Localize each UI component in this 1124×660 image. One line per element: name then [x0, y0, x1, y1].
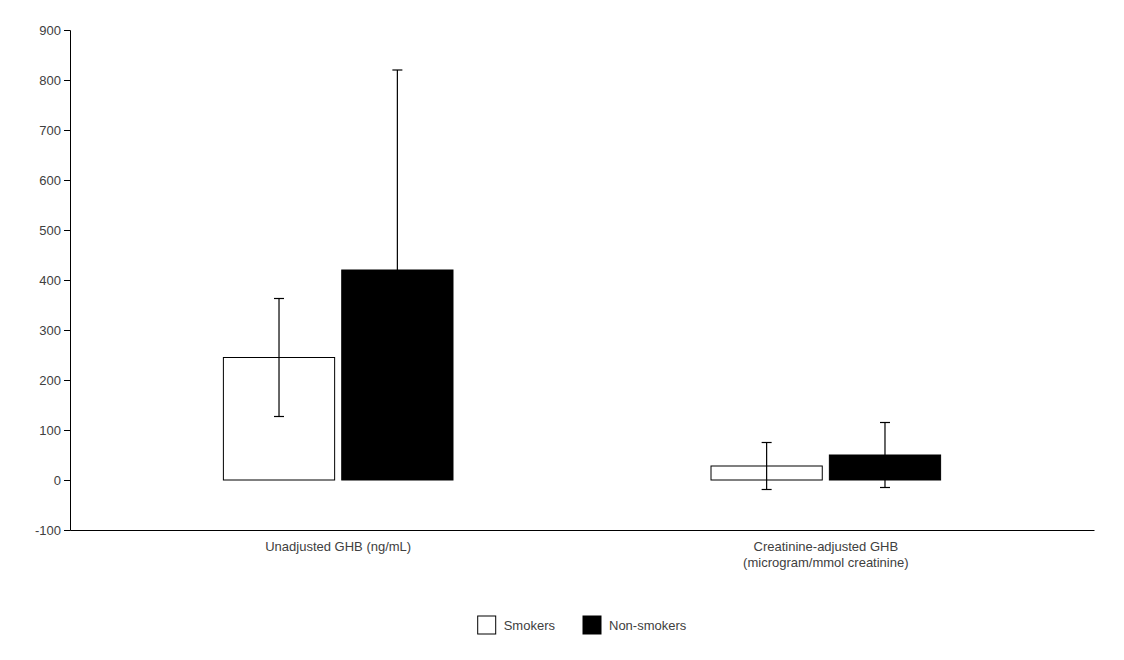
- y-tick: 500: [39, 223, 70, 238]
- y-tick-label: 300: [39, 323, 61, 338]
- x-tick-label-line: Unadjusted GHB (ng/mL): [265, 539, 411, 554]
- legend-label: Non-smokers: [609, 618, 687, 633]
- y-tick: 300: [39, 323, 70, 338]
- error-bar-cap: [762, 442, 772, 443]
- legend-item: Smokers: [478, 616, 556, 634]
- x-tick-label: Unadjusted GHB (ng/mL): [265, 539, 411, 554]
- y-axis: -100 0 100 200 300 400 500 600 700 800 900: [35, 23, 71, 538]
- y-tick: 700: [39, 123, 70, 138]
- y-tick-label: 100: [39, 423, 61, 438]
- error-bar-cap: [274, 416, 284, 417]
- legend: Smokers Non-smokers: [478, 616, 687, 634]
- y-tick-mark: [64, 80, 70, 81]
- y-tick-label: 900: [39, 23, 61, 38]
- y-tick: 800: [39, 73, 70, 88]
- y-tick-label: 200: [39, 373, 61, 388]
- error-bar-cap: [392, 69, 402, 70]
- y-tick-label: 500: [39, 223, 61, 238]
- y-tick: 400: [39, 273, 70, 288]
- marks: [223, 70, 940, 490]
- series: [342, 70, 941, 488]
- error-bar: [392, 70, 402, 470]
- y-tick: -100: [35, 523, 70, 538]
- y-tick-mark: [64, 280, 70, 281]
- y-tick-label: -100: [35, 523, 61, 538]
- y-tick-mark: [64, 180, 70, 181]
- y-tick-label: 800: [39, 73, 61, 88]
- error-bar-cap: [762, 489, 772, 490]
- y-tick: 200: [39, 373, 70, 388]
- y-tick-mark: [64, 380, 70, 381]
- legend-item: Non-smokers: [583, 616, 687, 634]
- legend-label: Smokers: [504, 618, 556, 633]
- y-tick: 600: [39, 173, 70, 188]
- y-tick-label: 700: [39, 123, 61, 138]
- y-tick-mark: [64, 480, 70, 481]
- error-bar: [880, 423, 890, 488]
- x-tick: Creatinine-adjusted GHB(microgram/mmol c…: [743, 530, 908, 570]
- error-bar-cap: [274, 298, 284, 299]
- plot: -100 0 100 200 300 400 500 600 700 800 900 Unadjust…: [35, 23, 1095, 570]
- error-bar-line: [884, 423, 885, 488]
- series: [223, 299, 822, 490]
- chart: -100 0 100 200 300 400 500 600 700 800 900 Unadjust…: [0, 0, 1124, 660]
- x-tick-label-line: (microgram/mmol creatinine): [743, 555, 908, 570]
- y-tick: 0: [54, 473, 70, 488]
- y-tick-label: 600: [39, 173, 61, 188]
- x-tick: Unadjusted GHB (ng/mL): [265, 530, 411, 554]
- y-tick-label: 400: [39, 273, 61, 288]
- x-axis-line: [71, 530, 1095, 531]
- y-axis-line: [64, 31, 71, 531]
- error-bar-line: [766, 443, 767, 490]
- y-tick-label: 0: [54, 473, 61, 488]
- error-bar-cap: [392, 469, 402, 470]
- y-tick-mark: [64, 130, 70, 131]
- x-axis: Unadjusted GHB (ng/mL) Creatinine-adjuste…: [71, 530, 1095, 570]
- y-tick-mark: [64, 530, 70, 531]
- legend-swatch: [583, 616, 601, 634]
- x-tick-label: Creatinine-adjusted GHB(microgram/mmol c…: [743, 539, 908, 570]
- y-tick-mark: [64, 230, 70, 231]
- x-tick-label-line: Creatinine-adjusted GHB: [754, 539, 899, 554]
- y-tick: 900: [39, 23, 70, 38]
- error-bar-line: [278, 299, 279, 417]
- error-bar-cap: [880, 422, 890, 423]
- y-tick: 100: [39, 423, 70, 438]
- error-bar-cap: [880, 487, 890, 488]
- error-bar-line: [397, 70, 398, 470]
- error-bar: [762, 443, 772, 490]
- y-tick-mark: [64, 30, 70, 31]
- legend-swatch: [478, 616, 496, 634]
- y-tick-mark: [64, 430, 70, 431]
- error-bar: [274, 299, 284, 417]
- y-tick-mark: [64, 330, 70, 331]
